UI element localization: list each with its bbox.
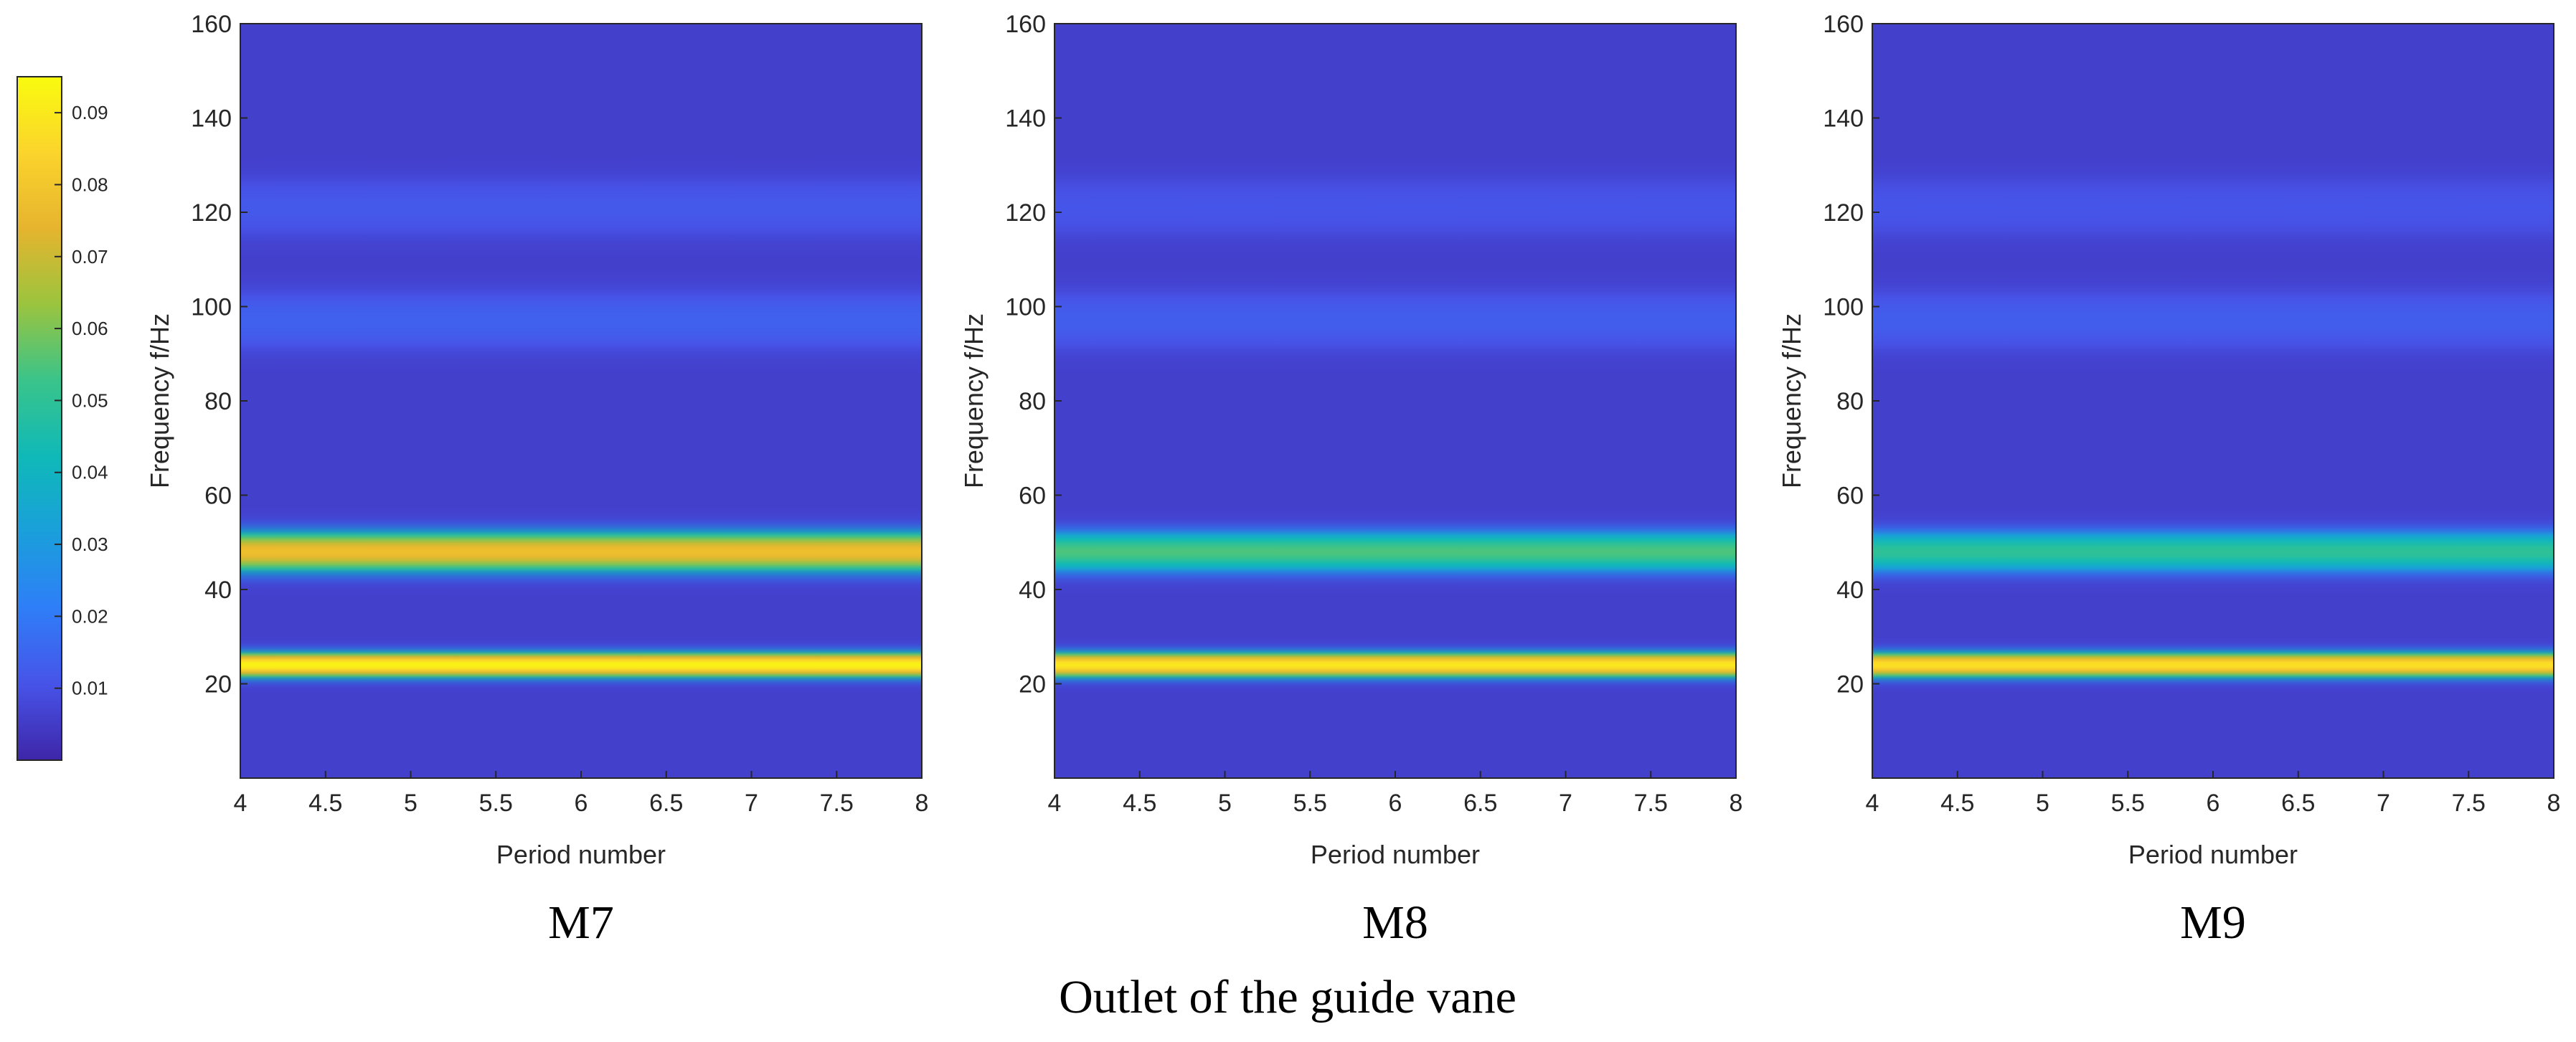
heatmap-panels: 4 4.5 5 5.5 6 6.5 7 7.5 8 20 40 60 80 100 120 140 160 Per… [145,11,2560,949]
y-tick-label: 80 [1836,388,1864,415]
y-tick-label: 60 [1019,483,1046,510]
y-tick-label: 140 [1005,105,1046,133]
x-tick-label: 4 [1048,790,1062,817]
y-tick-label: 40 [204,577,232,604]
colorbar-tick-label: 0.06 [72,318,108,339]
x-axis-label: Period number [496,840,666,869]
x-tick-label: 7.5 [820,790,854,817]
x-tick-label: 7 [2377,790,2390,817]
y-tick-label: 140 [1823,105,1864,133]
panel-label: M7 [548,896,614,949]
figure-caption: Outlet of the guide vane [1059,971,1516,1023]
x-tick-label: 6 [2207,790,2220,817]
frequency-band [1055,633,1736,696]
x-tick-label: 5 [1218,790,1232,817]
y-tick-label: 20 [1836,671,1864,698]
heatmap-panel-m8: 4 4.5 5 5.5 6 6.5 7 7.5 8 20 40 60 80 100 120 140 160 Per… [959,11,1742,949]
panel-label: M8 [1362,896,1428,949]
y-tick-label: 140 [191,105,232,133]
y-tick-label: 160 [191,11,232,38]
y-tick-label: 120 [1005,199,1046,227]
colorbar-tick-label: 0.07 [72,246,108,267]
frequency-band [1872,502,2554,602]
x-tick-label: 5 [2036,790,2049,817]
frequency-band [1872,633,2554,696]
heatmap-panel-m7: 4 4.5 5 5.5 6 6.5 7 7.5 8 20 40 60 80 100 120 140 160 Per… [145,11,928,949]
colorbar-tick-label: 0.03 [72,534,108,555]
colorbar: 0.01 0.02 0.03 0.04 0.05 0.06 0.07 0.08 0.09 [16,76,108,761]
x-tick-label: 7.5 [2452,790,2486,817]
y-tick-label: 160 [1823,11,1864,38]
x-axis-label: Period number [2128,840,2298,869]
y-axis-label: Frequency f/Hz [959,313,989,488]
frequency-band [1055,502,1736,602]
y-tick-label: 20 [204,671,232,698]
x-tick-label: 4.5 [1940,790,1974,817]
frequency-band [1872,136,2554,279]
colorbar-tick-label: 0.08 [72,174,108,195]
frequency-band [240,633,922,696]
colorbar-tick-label: 0.02 [72,605,108,627]
y-tick-label: 100 [1005,294,1046,321]
y-tick-label: 40 [1836,577,1864,604]
x-tick-label: 7 [1559,790,1572,817]
x-tick-label: 5.5 [2111,790,2145,817]
y-tick-label: 100 [191,294,232,321]
x-axis-label: Period number [1311,840,1480,869]
x-tick-label: 6.5 [649,790,683,817]
x-tick-label: 5.5 [1293,790,1327,817]
x-tick-label: 6 [575,790,588,817]
colorbar-tick-label: 0.09 [72,102,108,123]
x-tick-label: 4 [1866,790,1879,817]
y-tick-label: 160 [1005,11,1046,38]
x-tick-label: 6.5 [2281,790,2315,817]
y-axis-label: Frequency f/Hz [145,313,174,488]
x-tick-label: 6 [1389,790,1402,817]
x-tick-label: 8 [915,790,929,817]
x-tick-label: 6.5 [1463,790,1497,817]
frequency-band [1055,136,1736,279]
x-tick-label: 4 [234,790,247,817]
y-tick-label: 100 [1823,294,1864,321]
x-tick-label: 8 [2547,790,2561,817]
y-tick-label: 60 [204,483,232,510]
y-tick-label: 120 [191,199,232,227]
x-tick-label: 5 [404,790,417,817]
colorbar-gradient [16,76,62,761]
y-tick-label: 60 [1836,483,1864,510]
colorbar-tick-label: 0.05 [72,389,108,411]
x-tick-label: 7 [745,790,758,817]
panel-label: M9 [2180,896,2246,949]
y-tick-label: 80 [1019,388,1046,415]
y-axis-label: Frequency f/Hz [1777,313,1806,488]
colorbar-tick-label: 0.04 [72,462,108,483]
y-tick-label: 40 [1019,577,1046,604]
x-tick-label: 5.5 [479,790,513,817]
frequency-band [240,502,922,602]
heatmap-panel-m9: 4 4.5 5 5.5 6 6.5 7 7.5 8 20 40 60 80 100 120 140 160 Per… [1777,11,2560,949]
y-tick-label: 120 [1823,199,1864,227]
x-tick-label: 8 [1730,790,1743,817]
frequency-band [240,136,922,279]
x-tick-label: 4.5 [1123,790,1156,817]
y-tick-label: 20 [1019,671,1046,698]
x-tick-label: 7.5 [1634,790,1668,817]
y-tick-label: 80 [204,388,232,415]
x-tick-label: 4.5 [308,790,342,817]
colorbar-tick-label: 0.01 [72,678,108,699]
